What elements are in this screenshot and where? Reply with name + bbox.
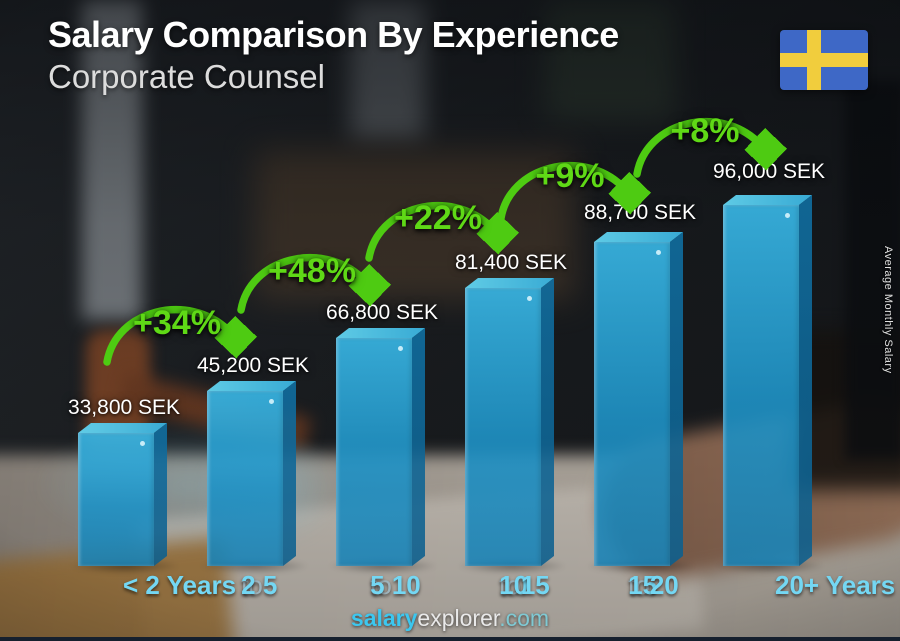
bar-front-face — [207, 391, 283, 566]
x-label-5-to-10: 5 to 10 — [370, 570, 421, 600]
flag-cross-horizontal — [780, 53, 868, 67]
value-label: 45,200 SEK — [196, 354, 310, 377]
x-label-text: 15 — [628, 570, 658, 600]
bar-side-face — [283, 381, 296, 566]
bar-10-to-15 — [465, 278, 554, 566]
bar-front-face — [78, 433, 154, 566]
bar-front-face — [723, 205, 799, 566]
value-label: 96,000 SEK — [712, 160, 826, 183]
bar-top-face — [336, 328, 425, 338]
page-title: Salary Comparison By Experience — [48, 14, 619, 55]
bar-side-face — [154, 423, 167, 566]
x-label-2-to-5: 2 to 5 — [241, 570, 278, 600]
x-label-text: 20+ Years — [775, 570, 896, 600]
increase-arrow — [103, 305, 250, 366]
x-label-text: 10 — [499, 570, 529, 600]
bar-side-face — [412, 328, 425, 566]
value-label: 66,800 SEK — [325, 301, 439, 324]
bar-top-face — [594, 232, 683, 242]
pct-change-label: +9% — [535, 157, 605, 195]
bar-top-face — [207, 381, 296, 391]
pct-change-label: +22% — [394, 199, 482, 237]
bar-2-to-5 — [207, 381, 296, 566]
bar-front-face — [594, 242, 670, 566]
bar-side-face — [541, 278, 554, 566]
bar-front-face — [336, 338, 412, 566]
y-axis-label: Average Monthly Salary — [882, 246, 894, 374]
page-subtitle: Corporate Counsel — [48, 58, 325, 95]
pct-change-label: +48% — [268, 252, 356, 290]
bar-lt-2-years — [78, 423, 167, 566]
bar-top-face — [78, 423, 167, 433]
bar-front-face — [465, 288, 541, 566]
x-label-text: 2 — [241, 570, 256, 600]
x-label-10-to-15: 10 to 15 — [499, 570, 550, 600]
x-label-15-to-20: 15 to 20 — [628, 570, 679, 600]
bar-side-face — [670, 232, 683, 566]
value-label: 81,400 SEK — [454, 251, 568, 274]
value-label: 33,800 SEK — [67, 396, 181, 419]
brand-salary: salary — [350, 605, 418, 631]
x-label-text: < 2 Years — [123, 570, 237, 600]
increase-arrow — [237, 253, 384, 314]
bar-5-to-10 — [336, 328, 425, 566]
x-label-text: 5 — [370, 570, 385, 600]
pct-change-label: +34% — [133, 304, 221, 342]
increase-arrow — [633, 117, 780, 178]
bar-side-face — [799, 195, 812, 566]
pct-change-label: +8% — [670, 112, 740, 150]
bar-top-face — [723, 195, 812, 205]
sweden-flag-icon — [780, 30, 868, 90]
bar-15-to-20 — [594, 232, 683, 566]
bottom-strip — [0, 637, 900, 641]
brand-dot-com: .com — [499, 605, 550, 631]
increase-arrow — [497, 161, 644, 222]
brand-watermark: salaryexplorer.com — [0, 605, 900, 632]
bar-top-face — [465, 278, 554, 288]
increase-arrow — [365, 201, 512, 262]
bar-20-plus-years — [723, 195, 812, 566]
brand-explorer: explorer — [417, 605, 500, 631]
